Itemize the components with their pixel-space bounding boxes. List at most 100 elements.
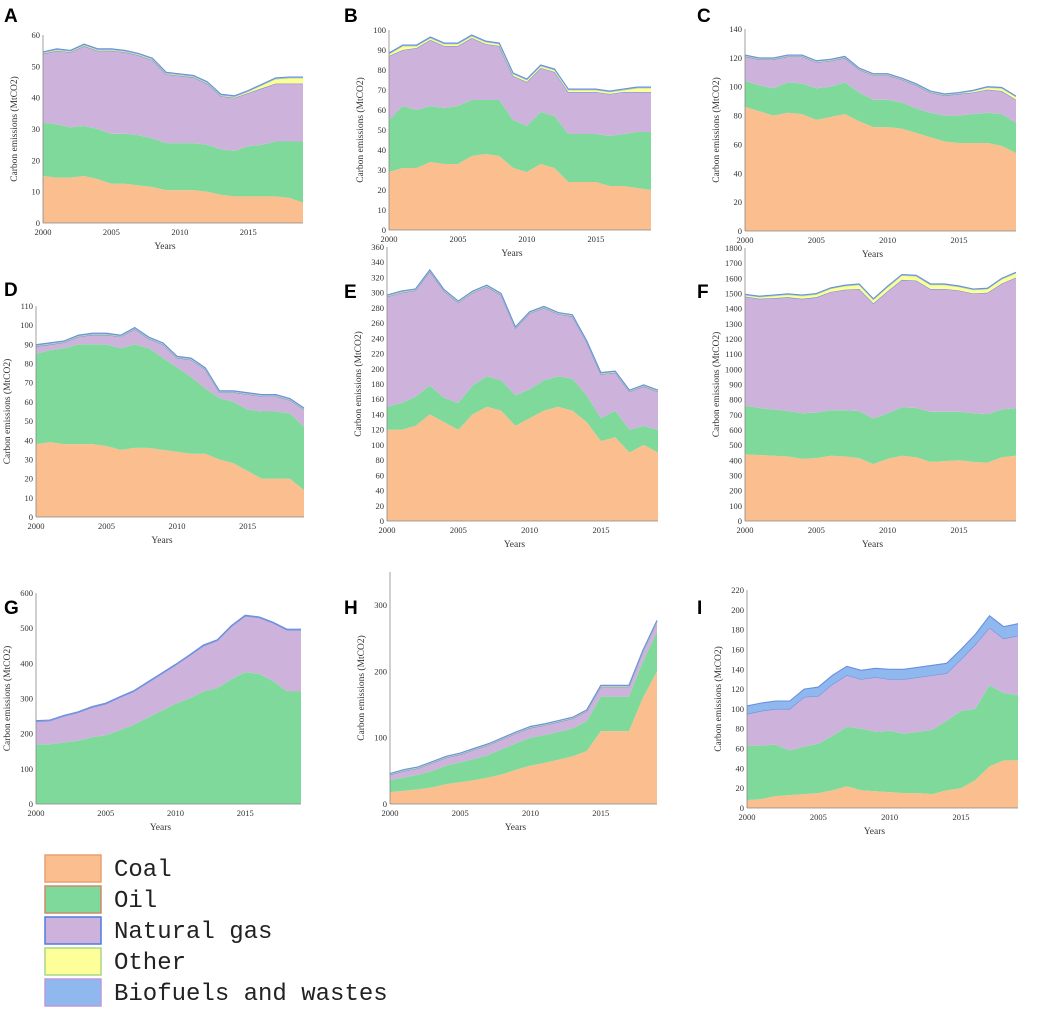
chart-panel-c: 0 20 40 60 80 100 120 140 2000 2005 2010 2015 Years C… bbox=[697, 6, 1017, 260]
x-tick-label: 2005 bbox=[808, 525, 825, 535]
chart-panel-e: 0 20 40 60 80 100 120 140 160 180 200 220 240 260 280 3… bbox=[344, 242, 659, 550]
area-coal bbox=[390, 671, 657, 804]
area-oil bbox=[387, 376, 658, 453]
x-tick-label: 2005 bbox=[808, 235, 825, 245]
y-tick-label: 100 bbox=[20, 764, 33, 774]
x-axis-title: Years bbox=[504, 540, 526, 550]
y-tick-label: 50 bbox=[378, 125, 387, 135]
y-tick-label: 1600 bbox=[725, 273, 742, 283]
y-tick-label: 10 bbox=[32, 187, 41, 197]
x-tick-label: 2005 bbox=[450, 525, 467, 535]
y-tick-label: 260 bbox=[371, 318, 384, 328]
y-tick-label: 300 bbox=[729, 471, 742, 481]
chart-panel-i: 0 20 40 60 80 100 120 140 160 180 200 220 2000 2005 20… bbox=[697, 585, 1019, 837]
area-oil bbox=[36, 344, 304, 491]
y-tick-label: 60 bbox=[378, 105, 387, 115]
area-coal bbox=[745, 106, 1016, 231]
y-tick-label: 0 bbox=[29, 512, 33, 522]
y-tick-label: 1200 bbox=[725, 334, 742, 344]
y-tick-label: 40 bbox=[734, 168, 743, 178]
x-tick-label: 2005 bbox=[98, 521, 115, 531]
y-tick-label: 90 bbox=[378, 45, 387, 55]
y-tick-label: 320 bbox=[371, 272, 384, 282]
y-tick-label: 80 bbox=[25, 359, 34, 369]
y-tick-label: 100 bbox=[729, 82, 742, 92]
y-tick-label: 700 bbox=[729, 410, 742, 420]
y-tick-label: 200 bbox=[729, 486, 742, 496]
y-tick-label: 900 bbox=[729, 380, 742, 390]
y-tick-label: 400 bbox=[20, 658, 33, 668]
y-tick-label: 340 bbox=[371, 257, 384, 267]
y-tick-label: 600 bbox=[20, 588, 33, 598]
y-tick-label: 120 bbox=[731, 684, 744, 694]
x-tick-label: 2000 bbox=[35, 227, 52, 237]
legend-item-gas: Natural gas bbox=[44, 916, 272, 946]
y-tick-label: 100 bbox=[731, 704, 744, 714]
boundary-line-bio bbox=[386, 268, 659, 391]
y-tick-label: 0 bbox=[380, 516, 384, 526]
x-tick-label: 2015 bbox=[592, 525, 609, 535]
x-tick-label: 2000 bbox=[739, 812, 756, 822]
x-tick-label: 2015 bbox=[587, 234, 604, 244]
x-tick-label: 2000 bbox=[379, 525, 396, 535]
x-tick-label: 2000 bbox=[28, 521, 45, 531]
chart-panel-g: 0 100 200 300 400 500 600 2000 2005 2010 2015 Years… bbox=[2, 588, 301, 833]
area-gas bbox=[747, 627, 1018, 751]
x-tick-label: 2010 bbox=[167, 808, 184, 818]
x-tick-label: 2005 bbox=[452, 808, 469, 818]
y-tick-label: 360 bbox=[371, 242, 384, 252]
area-gas bbox=[387, 271, 658, 430]
y-tick-label: 100 bbox=[20, 320, 33, 330]
y-tick-label: 0 bbox=[738, 516, 742, 526]
panel-letter: F bbox=[697, 282, 709, 303]
legend-item-coal: Coal bbox=[44, 854, 172, 884]
x-tick-label: 2005 bbox=[449, 234, 466, 244]
area-gas bbox=[36, 329, 304, 427]
x-tick-label: 2010 bbox=[521, 525, 538, 535]
y-axis-title: Carbon emissions (MtCO2) bbox=[2, 646, 13, 752]
boundary-line-bio bbox=[389, 620, 658, 775]
x-axis-title: Years bbox=[501, 249, 523, 259]
legend-swatch bbox=[44, 978, 102, 1007]
x-tick-label: 2010 bbox=[522, 808, 539, 818]
x-tick-label: 2010 bbox=[171, 227, 188, 237]
y-tick-label: 220 bbox=[371, 349, 384, 359]
y-tick-label: 160 bbox=[731, 644, 744, 654]
y-tick-label: 300 bbox=[20, 694, 33, 704]
y-tick-label: 1800 bbox=[725, 243, 742, 253]
y-tick-label: 200 bbox=[371, 364, 384, 374]
y-tick-label: 160 bbox=[371, 394, 384, 404]
y-tick-label: 80 bbox=[376, 455, 385, 465]
y-tick-label: 20 bbox=[25, 474, 34, 484]
y-tick-label: 400 bbox=[729, 455, 742, 465]
x-axis-title: Years bbox=[864, 827, 886, 837]
boundary-line-bio bbox=[744, 54, 1017, 97]
panel-letter: I bbox=[697, 598, 702, 619]
legend-label: Other bbox=[114, 950, 186, 977]
y-tick-label: 70 bbox=[25, 378, 34, 388]
area-oil bbox=[43, 122, 303, 203]
y-tick-label: 180 bbox=[371, 379, 384, 389]
y-tick-label: 300 bbox=[374, 600, 387, 610]
boundary-line-bio bbox=[744, 271, 1017, 300]
y-axis-title: Carbon emissions (MtCO2) bbox=[711, 332, 722, 438]
area-coal bbox=[747, 760, 1018, 808]
area-gas bbox=[745, 277, 1016, 419]
legend-label: Oil bbox=[114, 888, 157, 915]
y-tick-label: 100 bbox=[371, 440, 384, 450]
y-tick-label: 220 bbox=[731, 585, 744, 595]
y-tick-label: 0 bbox=[383, 799, 387, 809]
area-oil bbox=[747, 685, 1018, 801]
legend: Coal Oil Natural gas Other Biofuels and wast… bbox=[44, 854, 388, 1008]
y-tick-label: 200 bbox=[20, 729, 33, 739]
y-tick-label: 60 bbox=[25, 397, 34, 407]
panel-letter: D bbox=[4, 280, 18, 301]
y-axis-title: Carbon emissions (MtCO2) bbox=[2, 359, 13, 465]
area-gas bbox=[43, 46, 303, 151]
chart-panel-b: 0 10 20 30 40 50 60 70 80 90 100 2000 2005 2010 2015 Ye… bbox=[344, 6, 651, 259]
y-tick-label: 70 bbox=[378, 85, 387, 95]
y-tick-label: 10 bbox=[378, 205, 387, 215]
y-tick-label: 1500 bbox=[725, 289, 742, 299]
y-tick-label: 30 bbox=[378, 165, 387, 175]
